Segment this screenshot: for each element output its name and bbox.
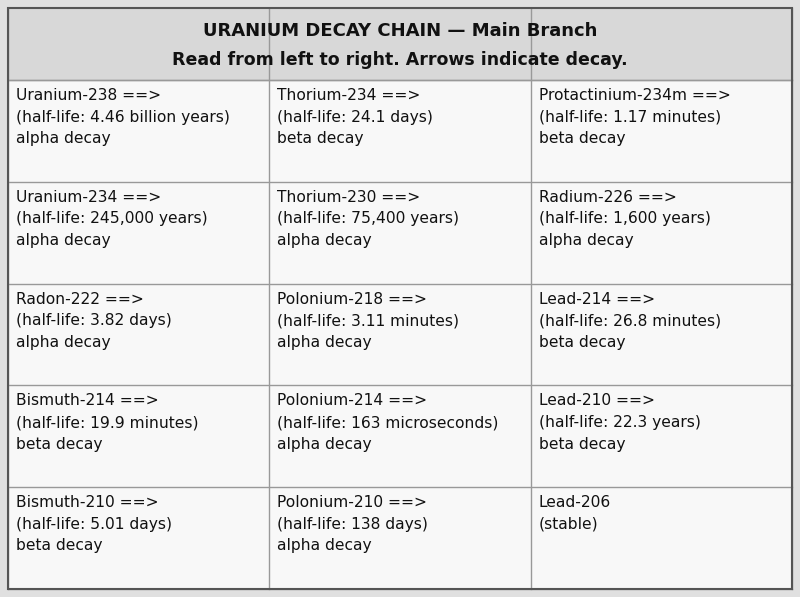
Bar xyxy=(8,182,270,284)
Text: Polonium-214 ==>
(half-life: 163 microseconds)
alpha decay: Polonium-214 ==> (half-life: 163 microse… xyxy=(278,393,498,451)
Bar xyxy=(270,80,530,182)
Text: Thorium-234 ==>
(half-life: 24.1 days)
beta decay: Thorium-234 ==> (half-life: 24.1 days) b… xyxy=(278,88,434,146)
Text: Bismuth-210 ==>
(half-life: 5.01 days)
beta decay: Bismuth-210 ==> (half-life: 5.01 days) b… xyxy=(16,495,172,553)
Bar xyxy=(8,8,792,80)
Text: Radium-226 ==>
(half-life: 1,600 years)
alpha decay: Radium-226 ==> (half-life: 1,600 years) … xyxy=(538,190,710,248)
Bar xyxy=(8,386,270,487)
Bar xyxy=(270,487,530,589)
Text: Uranium-238 ==>
(half-life: 4.46 billion years)
alpha decay: Uranium-238 ==> (half-life: 4.46 billion… xyxy=(16,88,230,146)
Text: Read from left to right. Arrows indicate decay.: Read from left to right. Arrows indicate… xyxy=(172,51,628,69)
Bar xyxy=(270,386,530,487)
Text: Lead-210 ==>
(half-life: 22.3 years)
beta decay: Lead-210 ==> (half-life: 22.3 years) bet… xyxy=(538,393,701,451)
Text: Polonium-210 ==>
(half-life: 138 days)
alpha decay: Polonium-210 ==> (half-life: 138 days) a… xyxy=(278,495,428,553)
Text: Thorium-230 ==>
(half-life: 75,400 years)
alpha decay: Thorium-230 ==> (half-life: 75,400 years… xyxy=(278,190,459,248)
Bar xyxy=(530,284,792,386)
Bar xyxy=(8,284,270,386)
Text: Lead-214 ==>
(half-life: 26.8 minutes)
beta decay: Lead-214 ==> (half-life: 26.8 minutes) b… xyxy=(538,291,721,350)
Bar xyxy=(530,386,792,487)
Bar xyxy=(530,487,792,589)
Bar xyxy=(270,284,530,386)
Text: Radon-222 ==>
(half-life: 3.82 days)
alpha decay: Radon-222 ==> (half-life: 3.82 days) alp… xyxy=(16,291,172,350)
Text: URANIUM DECAY CHAIN — Main Branch: URANIUM DECAY CHAIN — Main Branch xyxy=(203,22,597,40)
Text: Uranium-234 ==>
(half-life: 245,000 years)
alpha decay: Uranium-234 ==> (half-life: 245,000 year… xyxy=(16,190,208,248)
Bar xyxy=(270,182,530,284)
Bar xyxy=(530,80,792,182)
Text: Lead-206
(stable): Lead-206 (stable) xyxy=(538,495,611,532)
Bar xyxy=(8,80,270,182)
Text: Polonium-218 ==>
(half-life: 3.11 minutes)
alpha decay: Polonium-218 ==> (half-life: 3.11 minute… xyxy=(278,291,459,350)
Text: Protactinium-234m ==>
(half-life: 1.17 minutes)
beta decay: Protactinium-234m ==> (half-life: 1.17 m… xyxy=(538,88,730,146)
Text: Bismuth-214 ==>
(half-life: 19.9 minutes)
beta decay: Bismuth-214 ==> (half-life: 19.9 minutes… xyxy=(16,393,198,451)
Bar xyxy=(530,182,792,284)
Bar xyxy=(8,487,270,589)
